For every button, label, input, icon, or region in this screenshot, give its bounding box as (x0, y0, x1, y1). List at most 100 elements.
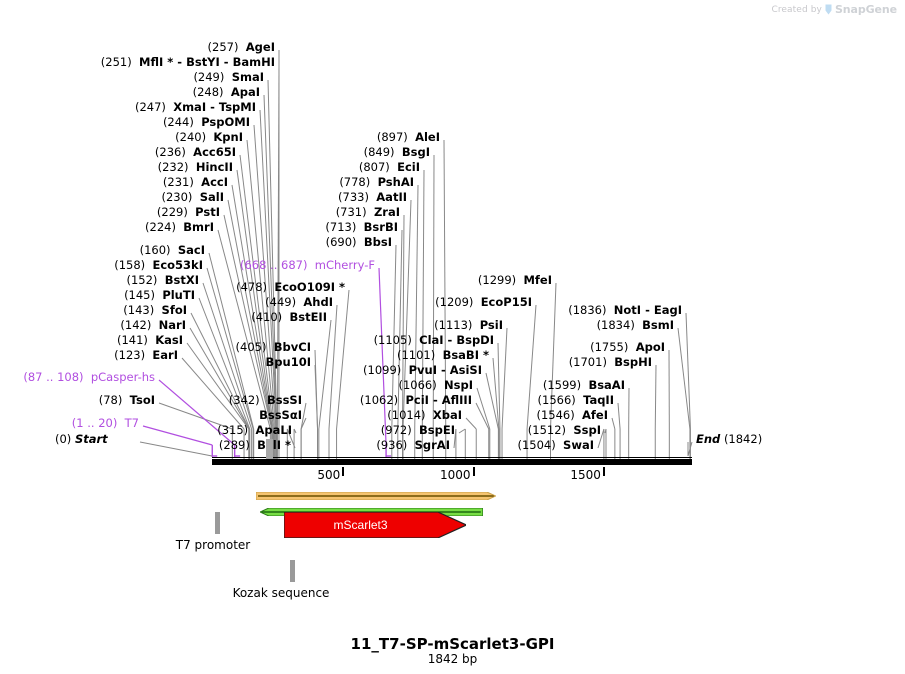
enzyme-name: AccI (201, 175, 228, 189)
feature-site-label[interactable]: (1 .. 20) T7 (72, 417, 139, 429)
enzyme-leader-line (190, 312, 250, 430)
enzyme-label[interactable]: (160) SacI (140, 244, 205, 256)
enzyme-label[interactable]: (972) BspEI (381, 424, 455, 436)
enzyme-name: SgrAI (414, 438, 450, 452)
snapgene-logo-icon (825, 4, 832, 15)
enzyme-label[interactable]: (1299) MfeI (478, 274, 552, 286)
enzyme-label[interactable]: Bpu10I (266, 356, 311, 368)
clustered-site-block (266, 439, 272, 459)
enzyme-label[interactable]: (1014) XbaI (387, 409, 462, 421)
enzyme-name: ApoI (635, 340, 665, 354)
enzyme-label[interactable]: (1066) NspI (398, 379, 473, 391)
enzyme-label[interactable]: (690) BbsI (326, 236, 392, 248)
enzyme-label[interactable]: (1566) TaqII (538, 394, 614, 406)
enzyme-label[interactable]: (158) Eco53kI (114, 259, 203, 271)
ruler-tick (342, 467, 345, 476)
misc-feature-marker[interactable] (288, 560, 298, 582)
feature-site-label[interactable]: (668 .. 687) mCherry-F (240, 259, 375, 271)
enzyme-label[interactable]: (897) AleI (377, 131, 440, 143)
enzyme-position: (224) (145, 220, 176, 234)
enzyme-label[interactable]: (1062) PciI - AflIII (360, 394, 472, 406)
enzyme-label[interactable]: (936) SgrAI (376, 439, 450, 451)
enzyme-label[interactable]: (713) BsrBI (325, 221, 398, 233)
enzyme-name: AgeI (245, 40, 275, 54)
enzyme-label[interactable]: (478) EcoO109I * (236, 281, 345, 293)
enzyme-label[interactable]: (1113) PsiI (434, 319, 503, 331)
enzyme-label[interactable]: (247) XmaI - TspMI (135, 101, 256, 113)
enzyme-name: BspEI (419, 423, 455, 437)
enzyme-label[interactable]: (244) PspOMI (163, 116, 250, 128)
enzyme-position: (1113) (434, 318, 473, 332)
enzyme-label[interactable]: BssSαI (259, 409, 302, 421)
enzyme-label[interactable]: (78) TsoI (99, 394, 155, 406)
enzyme-label[interactable]: (141) KasI (117, 334, 183, 346)
enzyme-label[interactable]: (229) PstI (157, 206, 220, 218)
feature-arrow-primer[interactable] (258, 501, 484, 517)
feature-arrow-orf[interactable] (255, 485, 498, 501)
enzyme-name: BamHI (232, 55, 275, 69)
enzyme-name: PstI (195, 205, 220, 219)
enzyme-position: (1599) (542, 378, 582, 392)
misc-feature-marker[interactable] (212, 512, 222, 534)
enzyme-label[interactable]: (249) SmaI (193, 71, 264, 83)
enzyme-label[interactable]: (152) BstXI (126, 274, 199, 286)
enzyme-label[interactable]: (1512) SspI (528, 424, 601, 436)
enzyme-leader-line (314, 364, 319, 430)
enzyme-label[interactable]: (1209) EcoP15I (435, 296, 532, 308)
enzyme-name: HincII (195, 160, 233, 174)
enzyme-label[interactable]: (1504) SwaI (517, 439, 594, 451)
enzyme-name: Eco53kI (152, 258, 203, 272)
enzyme-label[interactable]: (1836) NotI - EagI (568, 304, 682, 316)
enzyme-label[interactable]: (1101) BsaBI * (397, 349, 489, 361)
enzyme-position: (78) (98, 393, 123, 407)
enzyme-position: (289) (218, 438, 250, 452)
enzyme-label[interactable]: (123) EarI (114, 349, 178, 361)
enzyme-label[interactable]: (1755) ApoI (590, 341, 665, 353)
enzyme-label[interactable]: (1701) BspHI (569, 356, 652, 368)
enzyme-leader-line (253, 124, 277, 430)
enzyme-label[interactable]: (1105) ClaI - BspDI (374, 334, 494, 346)
enzyme-label[interactable]: (733) AatII (338, 191, 407, 203)
enzyme-label[interactable]: (849) BsgI (364, 146, 430, 158)
enzyme-label[interactable]: (1099) PvuI - AsiSI (363, 364, 482, 376)
enzyme-label[interactable]: (1546) AfeI (536, 409, 608, 421)
enzyme-label[interactable]: (257) AgeI (208, 41, 275, 53)
enzyme-label[interactable]: (251) MflI * - BstYI - BamHI (101, 56, 275, 68)
enzyme-label[interactable]: (315) ApaLI (217, 424, 292, 436)
enzyme-label[interactable]: (1599) BsaAI (543, 379, 625, 391)
enzyme-name: SwaI (563, 438, 594, 452)
feature-site-label[interactable]: (87 .. 108) pCasper-hs (23, 371, 155, 383)
enzyme-label[interactable]: (1834) BsmI (597, 319, 674, 331)
enzyme-label[interactable]: (449) AhdI (265, 296, 333, 308)
enzyme-label[interactable]: (224) BmrI (145, 221, 214, 233)
enzyme-label[interactable]: (405) BbvCI (236, 341, 311, 353)
watermark-prefix: Created by (771, 4, 822, 15)
enzyme-label[interactable]: (248) ApaI (193, 86, 260, 98)
enzyme-position: (251) (100, 55, 132, 69)
misc-feature-label: T7 promoter (175, 538, 251, 552)
watermark-brand: SnapGene (834, 3, 897, 16)
enzyme-label[interactable]: (289) BclI * (219, 439, 291, 451)
enzyme-name: Bpu10I (265, 355, 311, 369)
enzyme-label[interactable]: (240) KpnI (175, 131, 243, 143)
enzyme-name: AleI (415, 130, 440, 144)
enzyme-label[interactable]: (231) AccI (163, 176, 228, 188)
sequence-backbone[interactable] (212, 459, 692, 465)
enzyme-position: (1504) (517, 438, 556, 452)
enzyme-label[interactable]: (143) SfoI (123, 304, 187, 316)
enzyme-label[interactable]: (145) PluTI (124, 289, 195, 301)
enzyme-name: AatII (376, 190, 407, 204)
enzyme-label[interactable]: (230) SalI (161, 191, 224, 203)
enzyme-label[interactable]: (807) EciI (359, 161, 420, 173)
enzyme-label[interactable]: (142) NarI (120, 319, 186, 331)
enzyme-label[interactable]: (410) BstEII (251, 311, 327, 323)
ruler-label: 1500 (570, 468, 601, 482)
enzyme-label[interactable]: (232) HincII (158, 161, 233, 173)
enzyme-name: MfeI (523, 273, 552, 287)
enzyme-label[interactable]: (236) Acc65I (155, 146, 236, 158)
feature-arrow-cds[interactable]: mScarlet3 (283, 511, 468, 539)
enzyme-label[interactable]: (731) ZraI (336, 206, 400, 218)
enzyme-label[interactable]: (342) BssSI (229, 394, 302, 406)
enzyme-label[interactable]: (778) PshAI (339, 176, 414, 188)
enzyme-position: (244) (162, 115, 194, 129)
